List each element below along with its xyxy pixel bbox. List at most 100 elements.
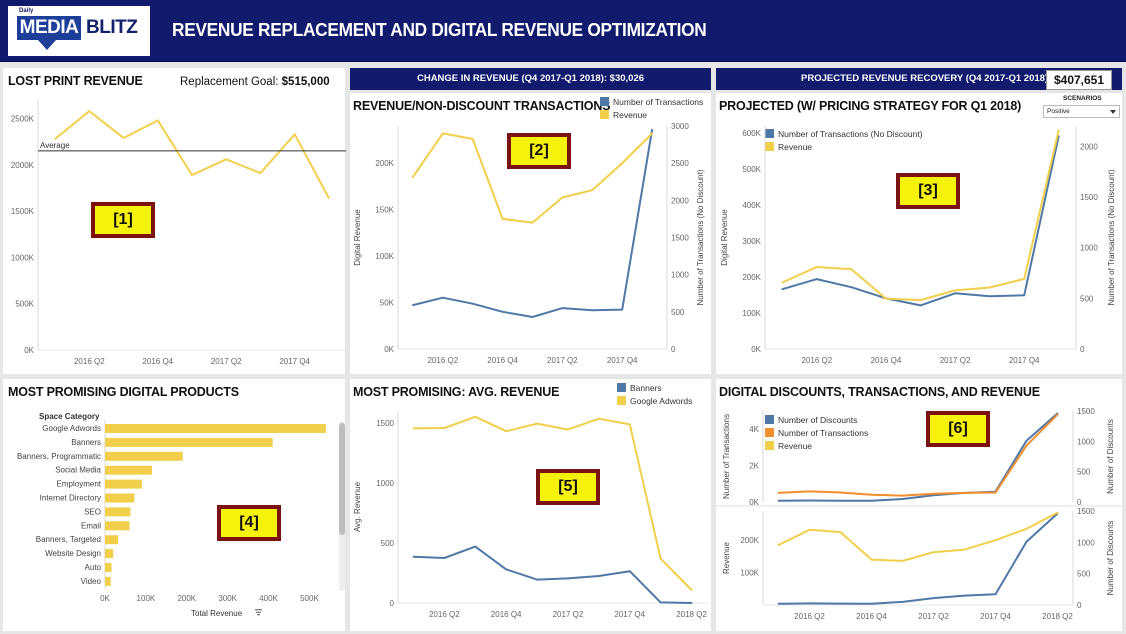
data-point — [659, 557, 662, 560]
discounts-chart[interactable]: 0K 2K 4K 0 500 1000 1500 Number of Transactions… — [716, 379, 1122, 631]
x-tick-label: 2017 Q4 — [607, 356, 638, 365]
panel-revenue-transactions: REVENUE/NON-DISCOUNT TRANSACTIONS Number… — [350, 93, 711, 374]
avg-revenue-chart[interactable]: 0 500 1000 1500 2016 Q2 2016 Q4 2017 Q2 2017 Q4… — [350, 379, 711, 631]
data-point — [531, 221, 534, 224]
data-point — [850, 268, 853, 271]
marker-3-label: [3] — [900, 177, 956, 205]
panel-lost-print-revenue: LOST PRINT REVENUE Replacement Goal: $51… — [3, 68, 346, 374]
legend: Number of Discounts Number of Transactio… — [765, 413, 868, 452]
data-point — [628, 570, 631, 573]
marker-5-label: [5] — [540, 473, 596, 501]
data-point — [1025, 439, 1028, 442]
y-tick-label: 1500 — [376, 419, 394, 428]
data-point — [781, 288, 784, 291]
data-point — [901, 601, 904, 603]
legend-item-discounts[interactable]: Number of Discounts — [765, 413, 868, 426]
legend-item-transactions[interactable]: Number of Transactions — [600, 95, 703, 108]
marker-2: [2] — [507, 133, 571, 169]
bar-internet-directory — [105, 493, 135, 503]
y-tick-label: 2000K — [11, 161, 35, 170]
y-axis-title: Digital Revenue — [720, 209, 729, 266]
bar-banners-programmatic — [105, 451, 183, 461]
legend-item-revenue[interactable]: Revenue — [765, 439, 868, 452]
x-tick-label: 2016 Q2 — [74, 357, 105, 366]
data-point — [932, 492, 935, 495]
revenue-transactions-chart[interactable]: 0K 50K 100K 150K 200K 0 500 1000 1500 2000 2500 300… — [350, 93, 711, 374]
data-point — [1023, 294, 1026, 297]
data-point — [777, 499, 780, 502]
data-point — [567, 577, 569, 580]
data-point — [963, 492, 966, 494]
x-tick-label: 2017 Q4 — [980, 612, 1011, 621]
data-point — [412, 427, 415, 430]
y-axis-title: Number of Transactions — [722, 414, 731, 499]
legend-item-banners[interactable]: Banners — [617, 381, 692, 394]
bar-auto — [105, 563, 112, 572]
data-point — [651, 132, 653, 135]
data-point — [839, 602, 842, 605]
y-tick-label: 150K — [375, 206, 394, 215]
data-point — [994, 491, 997, 494]
marker-4: [4] — [217, 505, 281, 541]
y2-axis-title: Number of Transactions (No Discount) — [696, 169, 705, 305]
promising-products-chart[interactable]: Space Category Google Adwords Banners Banne… — [3, 379, 345, 631]
y-tick-label: 100K — [740, 569, 759, 578]
data-point — [412, 304, 414, 306]
data-point — [994, 593, 997, 596]
average-label: Average — [40, 141, 70, 150]
y-tick-label: 0K — [24, 346, 34, 355]
data-point — [988, 295, 991, 298]
data-point — [501, 310, 504, 313]
data-point — [191, 174, 193, 176]
marker-2-label: [2] — [511, 137, 567, 165]
marker-1-label: [1] — [95, 206, 151, 234]
bar-website-design — [105, 549, 114, 559]
scrollbar-thumb[interactable] — [339, 423, 345, 535]
category-label: Email — [81, 521, 101, 530]
data-point — [919, 304, 922, 307]
data-point — [839, 531, 842, 533]
series-line-revenue — [781, 130, 1060, 302]
legend-item-revenue[interactable]: Revenue — [600, 108, 703, 121]
legend-swatch — [765, 415, 774, 424]
legend-item-transactions[interactable]: Number of Transactions — [765, 426, 868, 439]
y-tick-label: 500K — [15, 300, 34, 309]
y-tick-label: 0K — [749, 498, 759, 507]
dashboard-title: REVENUE REPLACEMENT AND DIGITAL REVENUE … — [172, 20, 707, 40]
data-point — [954, 289, 956, 292]
logo-media-text: MEDIA — [17, 16, 81, 40]
y-tick-label: 100K — [742, 309, 761, 318]
data-point — [777, 544, 780, 546]
scenario-dropdown[interactable]: Positive — [1043, 105, 1120, 118]
legend: Number of Transactions Revenue — [600, 95, 703, 121]
bar-banners — [105, 437, 273, 447]
lost-print-revenue-chart[interactable]: 0K 500K 1000K 1500K 2000K 2500K 2016 Q2 2016 Q4… — [3, 68, 346, 374]
data-point — [591, 309, 594, 312]
category-label: Video — [81, 577, 102, 586]
y2-tick-label: 0 — [1077, 601, 1082, 610]
series-line-google-adwords — [413, 415, 693, 591]
category-label: Banners, Targeted — [36, 535, 101, 544]
legend-item-transactions[interactable]: Number of Transactions (No Discount) — [765, 127, 923, 140]
legend-item-google-adwords[interactable]: Google Adwords — [617, 394, 692, 407]
marker-5: [5] — [536, 469, 600, 505]
data-point — [932, 551, 935, 554]
category-label: Social Media — [55, 466, 101, 475]
projected-chart[interactable]: 0K 100K 200K 300K 400K 500K 600K 0 500 1000 1500 20… — [716, 93, 1122, 374]
data-point — [1056, 511, 1059, 514]
legend-swatch — [600, 97, 609, 106]
data-point — [531, 316, 534, 318]
data-point — [259, 172, 262, 174]
projected-recovery-label: PROJECTED REVENUE RECOVERY (Q4 2017-Q1 2… — [801, 73, 1052, 84]
y-tick-label: 600K — [742, 129, 761, 138]
scrollbar[interactable] — [339, 421, 345, 591]
y2-tick-label: 2000 — [1080, 142, 1098, 151]
x-tick-label: 400K — [259, 594, 278, 603]
bar-google-adwords — [105, 424, 326, 433]
y-tick-label: 300K — [742, 237, 761, 246]
marker-6-label: [6] — [930, 415, 986, 443]
y-tick-label: 500K — [742, 165, 761, 174]
data-point — [850, 286, 853, 289]
legend-swatch — [617, 396, 626, 405]
legend-item-revenue[interactable]: Revenue — [765, 140, 923, 153]
